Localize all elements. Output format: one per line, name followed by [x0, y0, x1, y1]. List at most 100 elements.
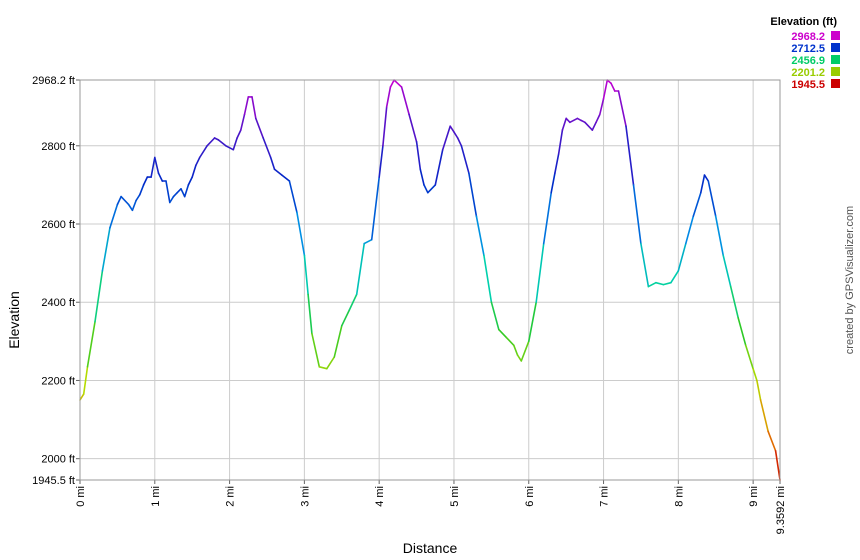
elevation-segment [598, 98, 605, 116]
x-tick-label: 4 mi [374, 486, 386, 507]
elevation-segment [139, 184, 145, 196]
elevation-segment [527, 301, 538, 343]
elevation-segment [191, 164, 197, 178]
x-tick-label: 9 mi [748, 486, 760, 507]
elevation-segment [554, 152, 560, 174]
elevation-segment [595, 113, 601, 124]
elevation-segment [303, 254, 309, 296]
legend-swatch [831, 67, 840, 76]
elevation-segment [722, 254, 732, 288]
elevation-segment [318, 365, 328, 370]
elevation-segment [408, 113, 418, 143]
elevation-segment [225, 145, 235, 151]
elevation-segment [116, 195, 122, 206]
elevation-segment [591, 121, 597, 131]
elevation-segment [490, 301, 500, 331]
elevation-segment [520, 340, 530, 362]
y-tick-label: 1945.5 ft [32, 475, 75, 487]
legend-entry-label: 1945.5 [791, 79, 825, 91]
elevation-segment [135, 193, 141, 202]
elevation-segment [154, 156, 160, 174]
elevation-segment [647, 281, 657, 288]
x-tick-label: 5 mi [449, 486, 461, 507]
elevation-segment [707, 180, 717, 217]
y-axis-ticks: 1945.5 ft 2000 ft 2200 ft 2400 ft 2600 ft 280… [32, 75, 80, 487]
elevation-segment [172, 191, 178, 198]
elevation-segment [236, 129, 242, 139]
elevation-segment [475, 215, 485, 257]
elevation-segment [183, 184, 190, 198]
x-tick-label: 0 mi [75, 486, 87, 507]
elevation-segment [393, 79, 403, 88]
elevation-legend: Elevation (ft) 2968.22712.52456.92201.219… [770, 16, 840, 91]
elevation-segment [460, 145, 470, 174]
elevation-segment [157, 172, 164, 182]
elevation-segment [497, 328, 508, 339]
elevation-segment [281, 174, 291, 182]
elevation-segment [127, 203, 134, 212]
elevation-segment [101, 227, 111, 272]
elevation-segment [255, 117, 265, 139]
legend-title: Elevation (ft) [770, 16, 837, 28]
elevation-segment [120, 195, 130, 206]
elevation-segment [703, 174, 710, 182]
elevation-segment [670, 270, 680, 284]
elevation-segment [296, 211, 306, 257]
elevation-segment [565, 117, 571, 124]
elevation-segment [699, 174, 706, 194]
elevation-segment [82, 365, 89, 395]
elevation-segment [400, 86, 410, 116]
elevation-segment [109, 203, 119, 229]
plot-frame [79, 79, 781, 481]
elevation-segment [752, 367, 758, 382]
elevation-segment [677, 242, 687, 272]
elevation-segment [385, 86, 392, 108]
elevation-segment [662, 281, 672, 286]
elevation-segment [550, 172, 556, 194]
elevation-segment [415, 141, 422, 171]
y-tick-label: 2968.2 ft [32, 75, 75, 87]
elevation-segment [434, 148, 444, 186]
y-tick-label: 2800 ft [41, 141, 75, 153]
elevation-segment [426, 184, 437, 194]
elevation-segment [131, 199, 137, 212]
elevation-segment [150, 156, 156, 178]
elevation-segment [453, 131, 459, 139]
elevation-segment [198, 145, 208, 159]
elevation-line [79, 79, 781, 481]
elevation-segment [714, 215, 725, 257]
elevation-segment [557, 129, 564, 155]
elevation-segment [232, 137, 238, 151]
x-axis-title: Distance [403, 540, 458, 556]
elevation-segment [378, 145, 384, 178]
elevation-segment [251, 96, 257, 120]
elevation-segment [269, 156, 276, 171]
elevation-segment [640, 242, 650, 288]
legend-swatch [831, 79, 840, 88]
legend-entry-label: 2712.5 [791, 43, 825, 55]
elevation-segment [468, 172, 478, 217]
x-tick-label: 8 mi [673, 486, 685, 507]
elevation-segment [561, 117, 568, 131]
elevation-segment [311, 332, 321, 368]
elevation-segment [625, 125, 635, 186]
elevation-segment [744, 344, 754, 370]
elevation-segment [610, 82, 616, 92]
x-tick-label: 1 mi [150, 486, 162, 507]
elevation-segment [569, 117, 579, 124]
elevation-segment [355, 242, 366, 296]
x-tick-label: 6 mi [524, 486, 536, 507]
elevation-segment [307, 293, 313, 335]
elevation-segment [542, 191, 553, 245]
elevation-segment [86, 320, 96, 368]
elevation-segment [759, 399, 769, 433]
elevation-segment [516, 354, 523, 362]
elevation-segment [729, 285, 740, 319]
y-tick-label: 2600 ft [41, 219, 75, 231]
elevation-segment [655, 281, 665, 286]
x-tick-label: 7 mi [599, 486, 611, 507]
elevation-segment [79, 393, 85, 401]
x-tick-label: 2 mi [225, 486, 237, 507]
elevation-segment [602, 79, 609, 100]
